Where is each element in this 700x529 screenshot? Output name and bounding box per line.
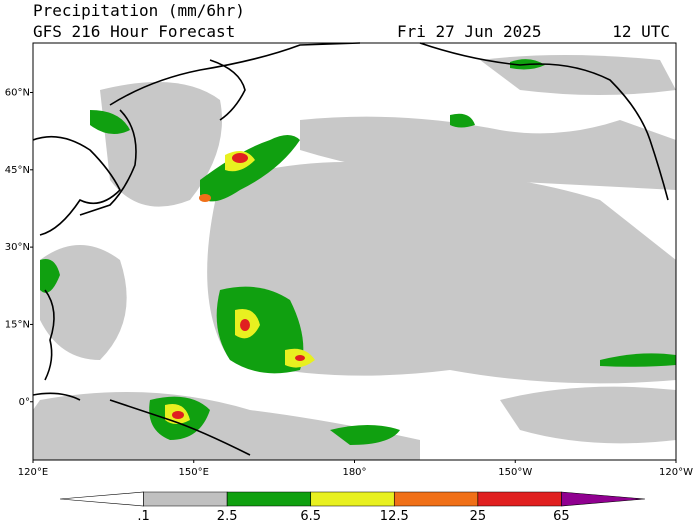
- colorbar-label: 25: [470, 509, 487, 524]
- title: Precipitation (mm/6hr): [33, 1, 245, 20]
- colorbar-swatch: [59, 491, 144, 507]
- lat-label: 0°: [19, 397, 30, 408]
- subtitle: GFS 216 Hour Forecast: [33, 22, 235, 41]
- light-precip: [33, 55, 676, 460]
- colorbar-swatch: [561, 491, 646, 507]
- colorbar-swatch: [226, 491, 312, 507]
- heavy-precip: [165, 151, 315, 424]
- lat-label: 15°N: [5, 319, 30, 330]
- map-panel: [32, 42, 677, 461]
- lat-label: 60°N: [5, 87, 30, 98]
- date: Fri 27 Jun 2025: [397, 22, 542, 41]
- lat-label: 45°N: [5, 165, 30, 176]
- colorbar-swatch: [393, 491, 479, 507]
- intense-precip: [172, 153, 305, 419]
- lon-label: 150°E: [179, 467, 209, 478]
- time: 12 UTC: [612, 22, 670, 41]
- lon-label: 120°E: [18, 467, 48, 478]
- colorbar-label: 2.5: [217, 509, 238, 524]
- lon-label: 120°W: [659, 467, 693, 478]
- lon-label: 180°: [342, 467, 366, 478]
- lon-label: 150°W: [498, 467, 532, 478]
- lat-label: 30°N: [5, 242, 30, 253]
- colorbar-label: 6.5: [300, 509, 321, 524]
- colorbar-label: 12.5: [380, 509, 409, 524]
- colorbar-swatch: [143, 491, 228, 507]
- colorbar-swatch: [310, 491, 395, 507]
- coastlines: [32, 42, 669, 456]
- colorbar-label: .1: [137, 509, 149, 524]
- colorbar-label: 65: [553, 509, 570, 524]
- colorbar-swatch: [477, 491, 562, 507]
